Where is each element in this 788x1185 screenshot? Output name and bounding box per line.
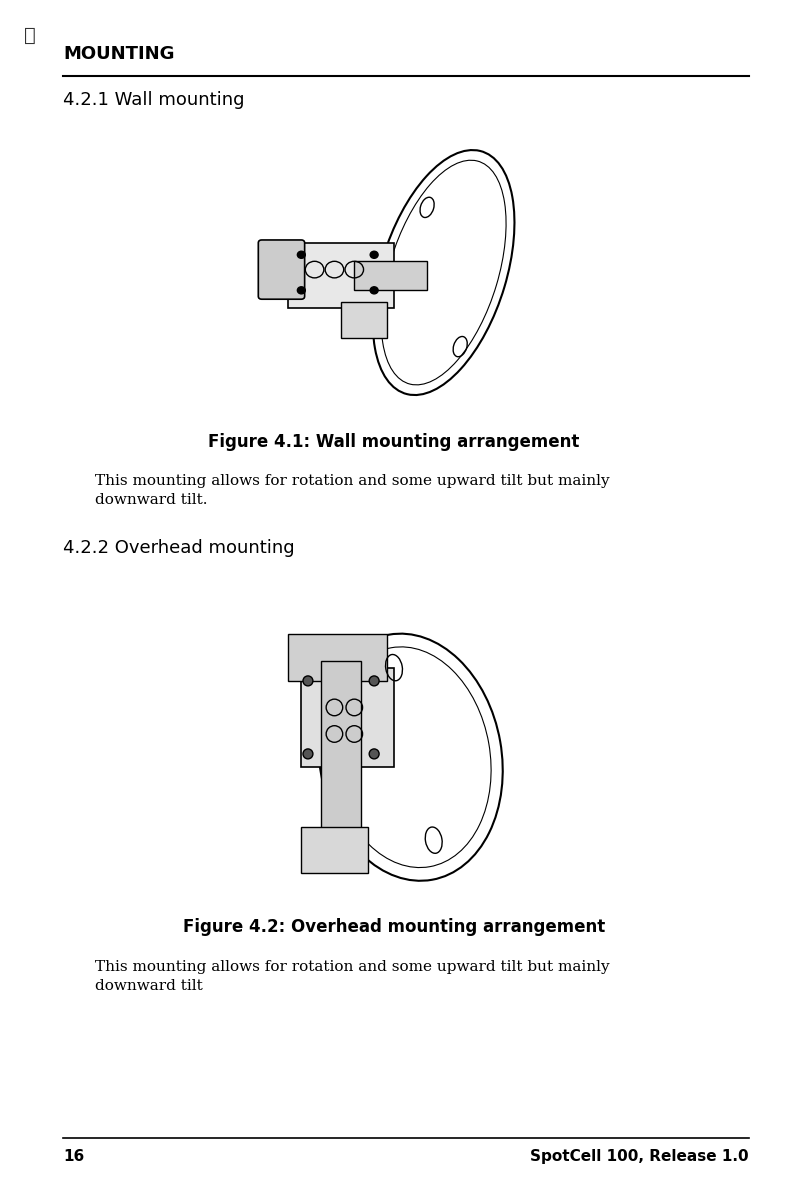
Text: Figure 4.2: Overhead mounting arrangement: Figure 4.2: Overhead mounting arrangemen… — [183, 918, 605, 936]
FancyBboxPatch shape — [288, 634, 388, 681]
Text: 4.2.1 Wall mounting: 4.2.1 Wall mounting — [63, 91, 244, 109]
FancyBboxPatch shape — [288, 243, 394, 308]
Text: 4.2.2 Overhead mounting: 4.2.2 Overhead mounting — [63, 539, 295, 557]
Circle shape — [370, 287, 378, 294]
Circle shape — [303, 675, 313, 686]
FancyBboxPatch shape — [322, 661, 361, 833]
Circle shape — [370, 251, 378, 258]
Circle shape — [297, 251, 305, 258]
Text: SpotCell 100, Release 1.0: SpotCell 100, Release 1.0 — [530, 1149, 749, 1165]
Text: Figure 4.1: Wall mounting arrangement: Figure 4.1: Wall mounting arrangement — [208, 433, 580, 450]
FancyBboxPatch shape — [341, 302, 388, 338]
Text: This mounting allows for rotation and some upward tilt but mainly
downward tilt: This mounting allows for rotation and so… — [95, 960, 609, 993]
FancyBboxPatch shape — [355, 261, 427, 290]
Circle shape — [297, 287, 305, 294]
Circle shape — [303, 749, 313, 758]
Text: 16: 16 — [63, 1149, 84, 1165]
Text: ❧: ❧ — [24, 27, 35, 45]
Circle shape — [369, 749, 379, 758]
Text: This mounting allows for rotation and some upward tilt but mainly
downward tilt.: This mounting allows for rotation and so… — [95, 474, 609, 507]
FancyBboxPatch shape — [301, 827, 367, 873]
Circle shape — [369, 675, 379, 686]
FancyBboxPatch shape — [301, 667, 394, 767]
Text: MOUNTING: MOUNTING — [63, 45, 174, 63]
FancyBboxPatch shape — [258, 239, 305, 299]
